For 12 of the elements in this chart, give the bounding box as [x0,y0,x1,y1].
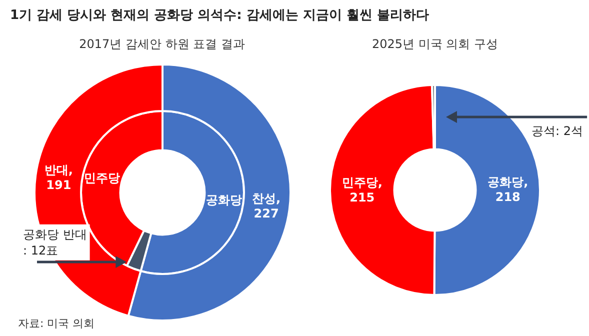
data-label: 공화당 [206,192,242,207]
chart-subtitle: 2017년 감세안 하원 표결 결과 [78,36,246,53]
text: 자료: 미국 의회 [18,316,95,331]
chart-title: 2025년 미국 의회 구성 [371,36,499,53]
text: 공석: 2석 [532,124,583,138]
text: 공화당 반대 : 12표 [23,227,87,258]
chart-title: 1기 감세 당시와 현재의 공화당 의석수: 감세에는 지금이 훨씬 불리하다 [10,7,429,24]
data-label: 찬성, 227 [252,191,281,220]
data-label: 공화당, 218 [488,174,528,204]
data-label: 민주당, 215 [342,175,382,204]
data-label: 반대, 191 [44,163,73,192]
data-label: 민주당 [84,170,120,185]
